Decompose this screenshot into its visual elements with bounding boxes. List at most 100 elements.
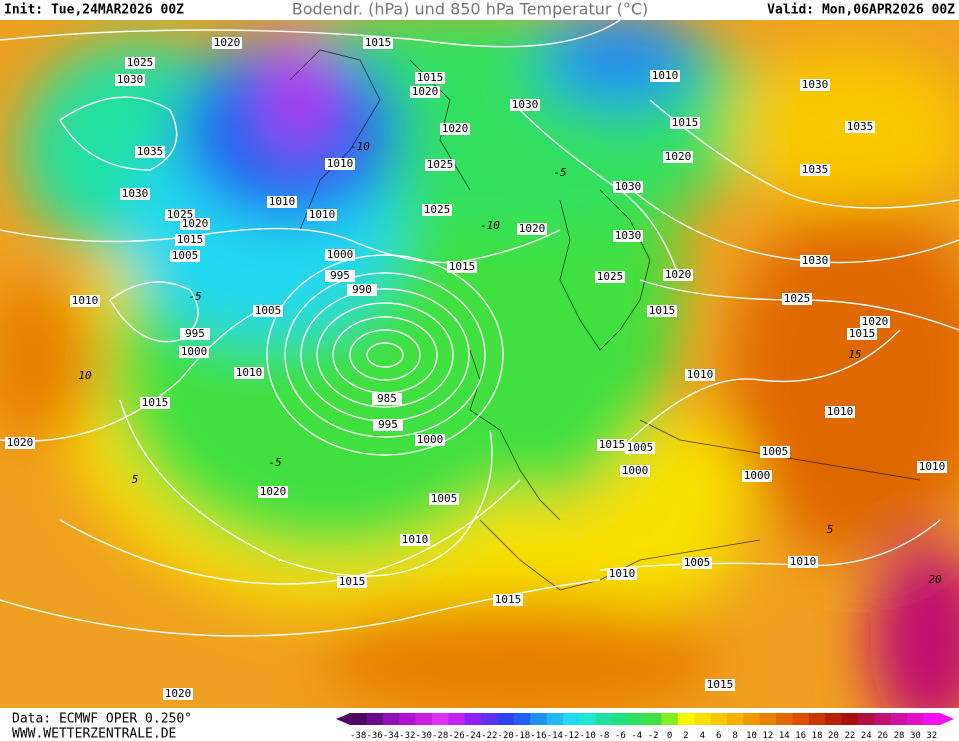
isobar-label: 1030 [117, 73, 144, 86]
legend-tick-label: 20 [828, 731, 839, 741]
legend-swatch [858, 713, 875, 725]
isobar-label: 1030 [802, 78, 829, 91]
isobar-label: 1015 [142, 396, 169, 409]
legend-swatch [808, 713, 826, 725]
isobar-label: 1030 [122, 187, 149, 200]
legend-swatch [759, 713, 777, 725]
temperature-label: 5 [827, 523, 834, 536]
legend-tick-label: -10 [580, 731, 596, 741]
isobar-label: 1010 [919, 460, 946, 473]
isobar-label-box [325, 249, 355, 261]
isobar-label-box [307, 209, 337, 221]
isobar-label-box [70, 295, 100, 307]
legend-tick-label: -6 [615, 731, 626, 741]
temperature-label: -5 [188, 290, 201, 303]
legend-swatch [481, 713, 498, 725]
temperature-label: 20 [928, 573, 942, 586]
isobar-label: 1020 [665, 150, 692, 163]
isobar-label: 1025 [784, 292, 811, 305]
isobar-label: 1035 [847, 120, 874, 133]
legend-tick-label: 30 [910, 731, 921, 741]
temperature-label: 15 [848, 348, 861, 361]
isobar-label: 1030 [512, 98, 539, 111]
isobar-label-box [120, 188, 150, 200]
isobar-label: 1025 [597, 270, 624, 283]
legend-tick-label: -36 [366, 731, 382, 741]
isobar-label-box [788, 556, 818, 568]
legend-swatch [350, 713, 367, 725]
isobar-label: 1020 [260, 485, 287, 498]
isobar-label-box [140, 397, 170, 409]
isobar-label-box [163, 688, 193, 700]
isobar-label: 995 [185, 327, 205, 340]
isobar-label: 1015 [449, 260, 476, 273]
legend-swatch [366, 713, 384, 725]
legend-tick-label: 26 [877, 731, 888, 741]
legend-swatch [841, 713, 859, 725]
isobar-label: 1010 [827, 405, 854, 418]
isobar-label: 1025 [424, 203, 451, 216]
isobar-label: 1025 [427, 158, 454, 171]
legend-tick-label: -18 [514, 731, 530, 741]
isobar-label: 985 [377, 392, 397, 405]
isobar-label-box [325, 270, 355, 282]
temperature-label: -5 [268, 456, 281, 469]
legend-swatch [513, 713, 531, 725]
isobar-label-box [760, 446, 790, 458]
init-time: Init: Tue,24MAR2026 00Z [4, 3, 184, 18]
isobar-label: 1000 [181, 345, 208, 358]
legend-tick-label: -22 [481, 731, 497, 741]
isobar-label: 1010 [687, 368, 714, 381]
isobar-label-box [650, 70, 680, 82]
legend-swatch [743, 713, 761, 725]
legend-arrow-left [336, 713, 350, 725]
isobar-label: 1000 [744, 469, 771, 482]
isobar-label: 1005 [431, 492, 458, 505]
legend-tick-label: -32 [399, 731, 415, 741]
legend-swatch [448, 713, 466, 725]
isobar-label-box [363, 37, 393, 49]
isobar-label: 1015 [177, 233, 204, 246]
site-name: WWW.WETTERZENTRALE.DE [12, 727, 176, 741]
isobar-label: 1020 [182, 217, 209, 230]
isobar-label-box [325, 158, 355, 170]
legend-swatch [464, 713, 482, 725]
legend-tick-label: 4 [700, 731, 705, 741]
isobar-label: 1015 [849, 327, 876, 340]
isobar-label: 1020 [862, 315, 889, 328]
isobar-label-box [373, 419, 403, 431]
isobar-label-box [170, 250, 200, 262]
isobar-label-box [800, 255, 830, 267]
isobar-label: 1025 [167, 208, 194, 221]
isobar-label-box [429, 493, 459, 505]
isobar-label-box [742, 470, 772, 482]
color-legend: -38 -36 -34 -32 -30 -28 -26 -24 -22 -20 -18 -16 -14-… [336, 713, 954, 741]
isobar-label-box [613, 230, 643, 242]
legend-tick-label: 2 [683, 731, 688, 741]
isobar-label: 1010 [652, 69, 679, 82]
legend-tick-label: 0 [667, 731, 672, 741]
isobar-label-box [670, 117, 700, 129]
isobar-label-box [800, 164, 830, 176]
legend-tick-label: 6 [716, 731, 721, 741]
legend-swatch [530, 713, 548, 725]
legend-swatch [612, 713, 630, 725]
isobar-label-box [422, 204, 452, 216]
isobar-label: 1015 [339, 575, 366, 588]
legend-tick-label: -4 [631, 731, 642, 741]
isobar-label-box [175, 234, 205, 246]
valid-time: Valid: Mon,06APR2026 00Z [767, 3, 955, 18]
isobar-label: 1000 [327, 248, 354, 261]
isobar-label-box [705, 679, 735, 691]
isobar-label-box [253, 305, 283, 317]
legend-swatch [677, 713, 695, 725]
isobar-label-box [372, 393, 402, 405]
legend-swatch [563, 713, 580, 725]
legend-swatch [546, 713, 564, 725]
isobar-label-box [663, 151, 693, 163]
isobar-label-box [115, 74, 145, 86]
legend-swatch [431, 713, 449, 725]
isobar-label: 1020 [165, 687, 192, 700]
isobar-label: 1010 [72, 294, 99, 307]
